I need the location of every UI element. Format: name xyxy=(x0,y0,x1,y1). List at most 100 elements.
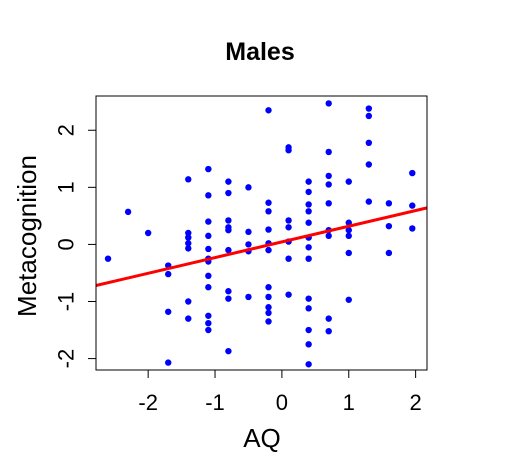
y-tick-label: -2 xyxy=(54,349,79,369)
data-point xyxy=(265,304,272,311)
data-point xyxy=(225,178,232,185)
data-point xyxy=(265,199,272,206)
data-point xyxy=(365,198,373,205)
data-point xyxy=(365,139,373,147)
data-point xyxy=(305,208,312,215)
data-point xyxy=(325,327,332,335)
data-point xyxy=(285,224,292,231)
data-point xyxy=(285,291,292,298)
data-point xyxy=(305,178,312,185)
plot-data-layer xyxy=(95,100,428,368)
y-axis-label: Metacognition xyxy=(12,155,42,317)
data-point xyxy=(165,270,172,278)
data-point xyxy=(345,296,352,303)
data-point xyxy=(185,234,192,241)
data-point xyxy=(265,226,272,233)
x-tick-label: -2 xyxy=(138,390,158,415)
y-tick-label: 2 xyxy=(54,124,79,136)
data-point xyxy=(325,172,332,180)
data-point xyxy=(305,188,312,196)
data-point xyxy=(165,308,172,315)
data-point xyxy=(305,305,312,312)
data-point xyxy=(365,161,373,168)
y-tick-label: 0 xyxy=(54,238,79,250)
data-point xyxy=(305,326,312,334)
data-point xyxy=(285,217,292,224)
data-point xyxy=(205,272,212,280)
data-point xyxy=(225,226,232,234)
data-point xyxy=(144,229,152,237)
y-tick-label: 1 xyxy=(54,181,79,193)
data-point xyxy=(205,326,212,334)
data-point xyxy=(225,246,232,254)
data-point xyxy=(205,165,212,173)
data-point xyxy=(265,309,272,317)
data-point xyxy=(409,169,416,177)
data-point xyxy=(185,176,192,183)
chart-title: Males xyxy=(225,38,294,66)
data-point xyxy=(205,245,212,253)
data-point xyxy=(205,319,212,327)
data-point xyxy=(365,105,373,112)
data-point xyxy=(385,249,393,257)
x-tick-label: -1 xyxy=(205,390,225,415)
data-point xyxy=(165,359,172,366)
data-point xyxy=(305,341,312,348)
x-axis-label: AQ xyxy=(243,423,281,453)
data-point xyxy=(325,315,332,322)
data-point xyxy=(185,298,192,305)
data-point xyxy=(205,284,212,291)
data-point xyxy=(305,361,312,368)
y-tick-label: -1 xyxy=(54,292,79,312)
data-point xyxy=(245,228,252,236)
data-point xyxy=(265,318,272,325)
data-point xyxy=(265,246,272,254)
x-tick-label: 1 xyxy=(343,390,355,415)
data-point xyxy=(365,112,373,120)
data-point xyxy=(205,192,212,199)
data-point xyxy=(185,229,192,237)
data-point xyxy=(104,255,112,262)
data-point xyxy=(325,200,332,207)
data-point xyxy=(305,244,312,251)
data-point xyxy=(385,222,393,230)
data-point xyxy=(285,255,292,262)
data-point xyxy=(409,225,416,232)
y-axis: -2 -1 0 1 2 xyxy=(54,124,97,368)
data-point xyxy=(265,208,272,215)
data-point xyxy=(385,200,393,207)
data-point xyxy=(265,284,272,291)
data-point xyxy=(225,347,232,355)
data-point xyxy=(245,241,252,248)
data-point xyxy=(265,293,272,301)
data-point xyxy=(225,288,232,295)
data-point xyxy=(185,240,192,247)
data-point xyxy=(225,295,232,302)
data-point xyxy=(205,232,212,240)
regression-line xyxy=(95,206,428,287)
data-point xyxy=(345,178,352,185)
data-point xyxy=(225,217,232,224)
data-point xyxy=(325,100,332,107)
data-point xyxy=(205,218,212,225)
data-point xyxy=(205,312,212,319)
data-point xyxy=(305,219,312,226)
data-point xyxy=(245,184,252,191)
data-point xyxy=(345,226,352,234)
data-point xyxy=(124,208,132,216)
data-point xyxy=(325,232,332,240)
data-point xyxy=(265,107,272,114)
x-tick-label: 0 xyxy=(276,390,288,415)
data-point xyxy=(409,202,416,209)
data-point xyxy=(245,293,252,301)
data-point xyxy=(325,148,332,156)
data-point xyxy=(345,249,352,257)
data-point xyxy=(285,147,292,154)
data-point xyxy=(305,295,312,302)
data-point xyxy=(305,201,312,208)
data-point xyxy=(185,315,192,322)
x-tick-label: 2 xyxy=(410,390,422,415)
x-axis: -2 -1 0 1 2 xyxy=(138,369,422,415)
data-point xyxy=(225,189,232,197)
